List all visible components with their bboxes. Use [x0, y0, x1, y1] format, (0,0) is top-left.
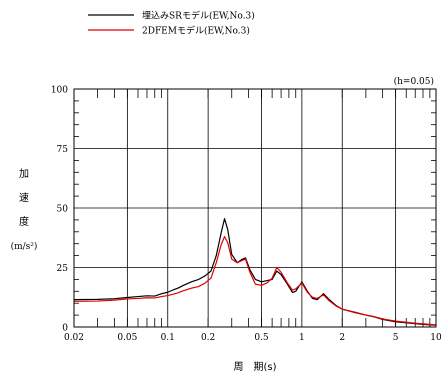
y-axis-label-char-1: 加: [19, 168, 29, 180]
y-tick-label: 100: [51, 86, 68, 96]
x-tick-label: 0.2: [201, 333, 215, 343]
x-tick-labels: 0.02 0.05 0.1 0.2 0.5 1 2 5 10: [64, 333, 441, 343]
x-tick-label: 0.5: [254, 333, 269, 343]
series-line-2dfem-model: [73, 235, 437, 326]
grid-lines: [74, 89, 436, 327]
y-tick-labels: 0 25 50 75 100: [51, 86, 68, 334]
series-line-sr-model: [73, 218, 437, 326]
x-tick-label: 0.1: [161, 333, 175, 343]
x-tick-label: 0.02: [64, 333, 84, 343]
x-tick-label: 10: [430, 333, 441, 343]
y-axis-label-char-3: 度: [19, 215, 29, 228]
x-tick-label: 1: [299, 333, 305, 343]
y-tick-label: 75: [57, 145, 69, 155]
x-tick-label: 5: [393, 333, 399, 343]
legend-label-sr-model: 埋込みSRモデル(EW,No.3): [142, 10, 255, 22]
y-axis-label: 加 速 度 (m/s²): [11, 168, 38, 252]
x-tick-label: 0.05: [117, 333, 137, 343]
y-axis-unit: (m/s²): [11, 241, 38, 252]
y-axis-label-char-2: 速: [19, 192, 29, 204]
damping-annotation: (h=0.05): [394, 76, 434, 87]
y-tick-label: 25: [57, 264, 69, 274]
legend: 埋込みSRモデル(EW,No.3) 2DFEMモデル(EW,No.3): [88, 10, 255, 37]
y-tick-label: 0: [62, 324, 68, 334]
x-axis-label: 周 期(s): [233, 361, 276, 373]
legend-label-2dfem-model: 2DFEMモデル(EW,No.3): [142, 25, 250, 37]
plot-frame: [73, 88, 437, 328]
x-tick-label: 2: [339, 333, 345, 343]
series-lines: [73, 218, 437, 326]
y-tick-label: 50: [57, 205, 69, 215]
